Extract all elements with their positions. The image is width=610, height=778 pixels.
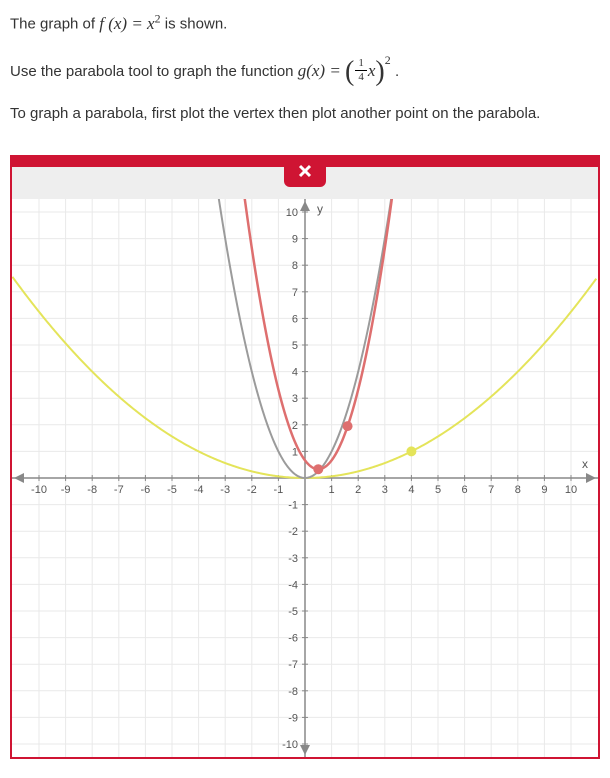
y-tick-label: -4 [288, 580, 298, 592]
x-tick-label: -2 [247, 484, 257, 496]
y-tick-label: 10 [286, 207, 298, 219]
x-axis-label: x [582, 457, 588, 471]
y-tick-label: 8 [292, 260, 298, 272]
x-tick-label: -6 [141, 484, 151, 496]
plotted-point[interactable] [313, 464, 323, 474]
plotted-point[interactable] [343, 421, 353, 431]
curve-f(x)=x^2 [212, 199, 596, 478]
graph-widget: -10 -9 -8 -7 -6 -5 -4 -3 -2 -1 1 2 3 4 5 6 7 8 9 10 -10 -9 -8 -… [10, 155, 600, 759]
x-tick-label: -7 [114, 484, 124, 496]
close-button[interactable] [284, 155, 326, 187]
fraction-1-4: 14 [355, 58, 367, 83]
y-tick-label: 4 [292, 367, 298, 379]
y-tick-label: -2 [288, 526, 298, 538]
y-tick-label: -9 [288, 713, 298, 725]
plot-svg: -10 -9 -8 -7 -6 -5 -4 -3 -2 -1 1 2 3 4 5 6 7 8 9 10 -10 -9 -8 -… [12, 199, 598, 757]
fn-f: f (x) = x2 [99, 14, 165, 33]
prompt-line-2: Use the parabola tool to graph the funct… [10, 54, 600, 85]
y-tick-label: -3 [288, 553, 298, 565]
plotted-point[interactable] [406, 447, 416, 457]
x-tick-label: -10 [31, 484, 47, 496]
x-tick-label: -5 [167, 484, 177, 496]
text-2b: . [395, 63, 399, 80]
x-tick-label: 10 [565, 484, 577, 496]
x-tick-label: 3 [382, 484, 388, 496]
x-tick-label: 5 [435, 484, 441, 496]
y-tick-label: -10 [282, 739, 298, 751]
y-tick-label: -1 [288, 500, 298, 512]
x-tick-label: -4 [194, 484, 204, 496]
y-tick-label: 7 [292, 287, 298, 299]
prompt-line-3: To graph a parabola, first plot the vert… [10, 103, 600, 126]
y-tick-label: 3 [292, 393, 298, 405]
x-tick-label: 1 [329, 484, 335, 496]
x-tick-label: 6 [462, 484, 468, 496]
x-tick-label: -1 [274, 484, 284, 496]
y-tick-label: -8 [288, 686, 298, 698]
close-icon [297, 163, 313, 179]
x-tick-label: 7 [488, 484, 494, 496]
text-1a: The graph of [10, 16, 99, 33]
fn-g: g(x) = (14x)2 [298, 61, 395, 80]
y-tick-label: -5 [288, 606, 298, 618]
prompt-line-1: The graph of f (x) = x2 is shown. [10, 10, 600, 36]
y-tick-label: -6 [288, 633, 298, 645]
x-tick-label: -9 [61, 484, 71, 496]
coordinate-plane[interactable]: -10 -9 -8 -7 -6 -5 -4 -3 -2 -1 1 2 3 4 5 6 7 8 9 10 -10 -9 -8 -… [12, 199, 598, 757]
text-1b: is shown. [165, 16, 228, 33]
y-tick-label: 9 [292, 234, 298, 246]
widget-top-bar [12, 157, 598, 167]
text-2a: Use the parabola tool to graph the funct… [10, 63, 298, 80]
y-tick-label: 5 [292, 340, 298, 352]
y-tick-label: 2 [292, 420, 298, 432]
y-tick-label: 6 [292, 314, 298, 326]
x-tick-label: 2 [355, 484, 361, 496]
y-tick-label: -7 [288, 659, 298, 671]
y-axis-label: y [317, 202, 323, 216]
x-tick-label: 8 [515, 484, 521, 496]
x-tick-label: -3 [220, 484, 230, 496]
x-tick-label: 9 [541, 484, 547, 496]
x-tick-label: -8 [87, 484, 97, 496]
x-tick-label: 4 [408, 484, 414, 496]
